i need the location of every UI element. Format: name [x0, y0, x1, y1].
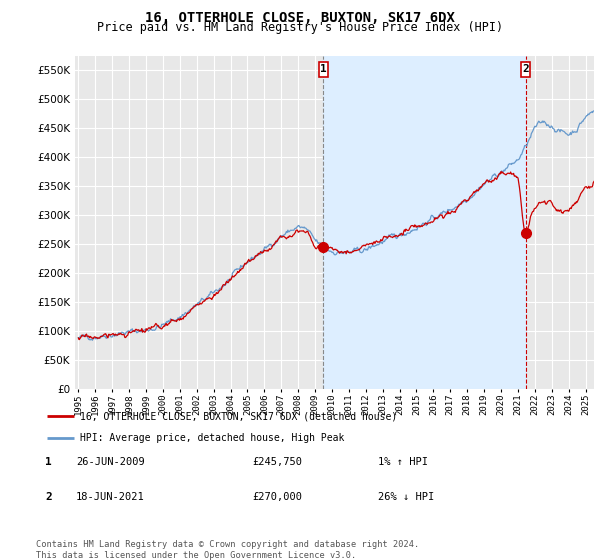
Text: 26% ↓ HPI: 26% ↓ HPI [378, 492, 434, 502]
Text: 1: 1 [45, 457, 52, 467]
Text: 1% ↑ HPI: 1% ↑ HPI [378, 457, 428, 467]
Text: 16, OTTERHOLE CLOSE, BUXTON, SK17 6DX (detached house): 16, OTTERHOLE CLOSE, BUXTON, SK17 6DX (d… [80, 411, 398, 421]
FancyBboxPatch shape [319, 62, 328, 77]
Text: £245,750: £245,750 [252, 457, 302, 467]
Text: £270,000: £270,000 [252, 492, 302, 502]
Text: 26-JUN-2009: 26-JUN-2009 [76, 457, 145, 467]
Text: Contains HM Land Registry data © Crown copyright and database right 2024.
This d: Contains HM Land Registry data © Crown c… [36, 540, 419, 559]
Text: 1: 1 [320, 64, 326, 74]
Text: Price paid vs. HM Land Registry's House Price Index (HPI): Price paid vs. HM Land Registry's House … [97, 21, 503, 35]
Text: 2: 2 [45, 492, 52, 502]
Text: HPI: Average price, detached house, High Peak: HPI: Average price, detached house, High… [80, 433, 345, 443]
Bar [323, 56, 526, 389]
Text: 2: 2 [523, 64, 529, 74]
Text: 18-JUN-2021: 18-JUN-2021 [76, 492, 145, 502]
FancyBboxPatch shape [521, 62, 530, 77]
Text: 16, OTTERHOLE CLOSE, BUXTON, SK17 6DX: 16, OTTERHOLE CLOSE, BUXTON, SK17 6DX [145, 11, 455, 25]
